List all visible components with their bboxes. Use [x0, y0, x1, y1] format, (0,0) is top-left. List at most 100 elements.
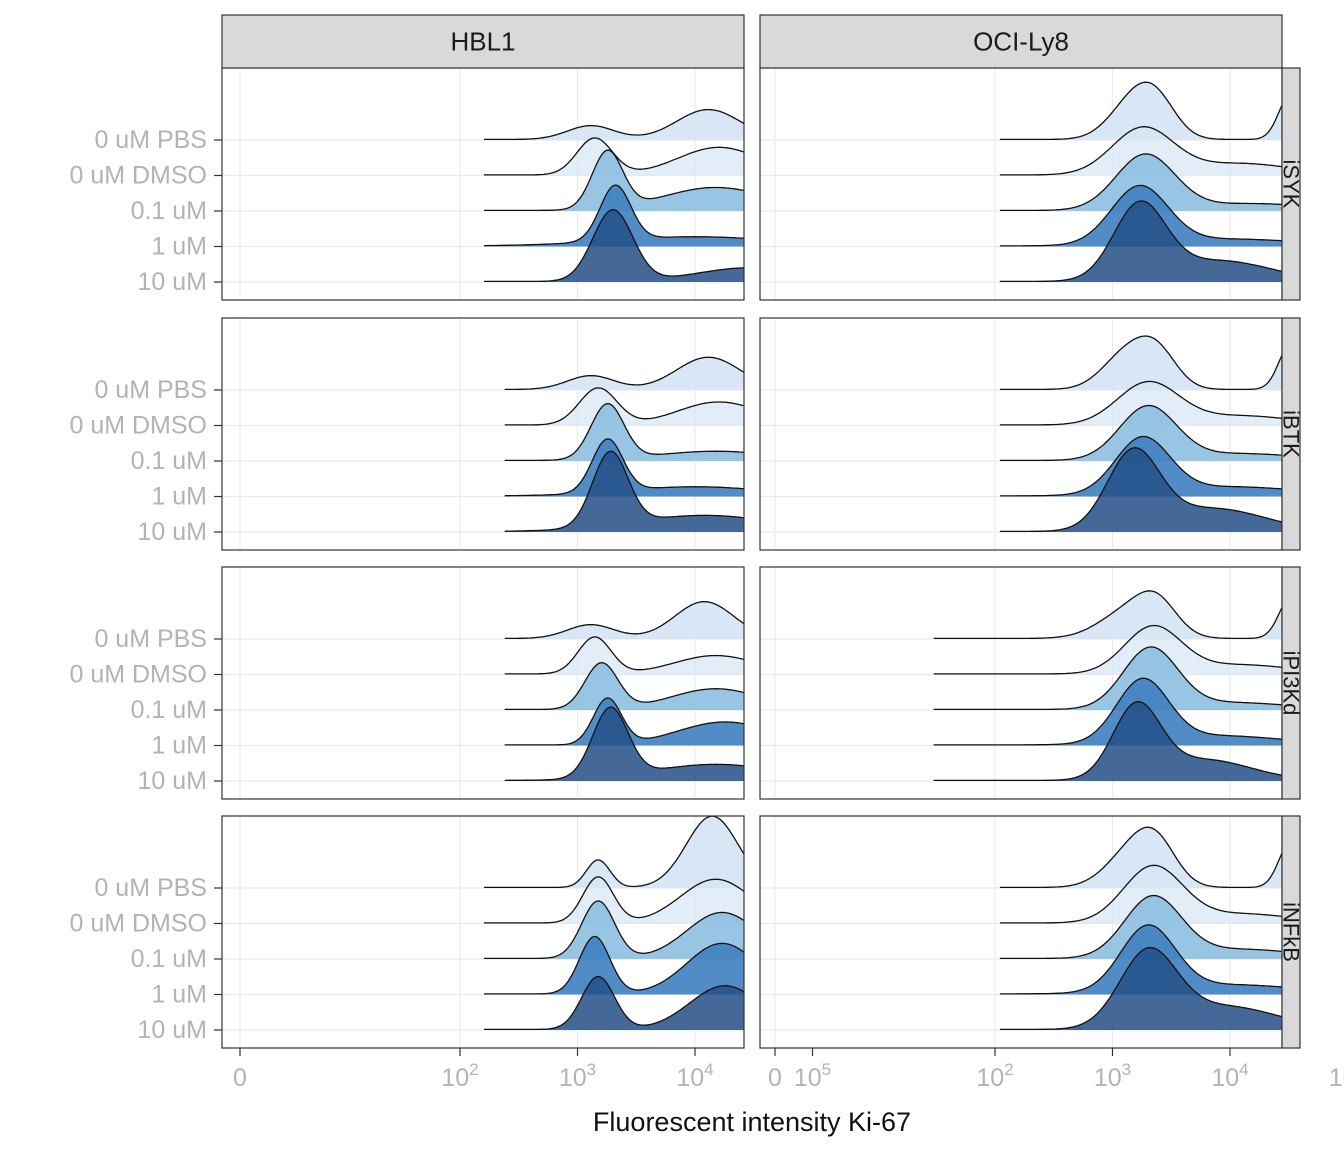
- ridges: [484, 816, 744, 1031]
- y-tick-label: 10 uM: [138, 268, 207, 296]
- ridge-0-1-um-line: [999, 894, 1282, 960]
- ridge-0-um-pbs-line: [484, 816, 744, 889]
- ridge-0-um-dmso-line: [484, 876, 744, 924]
- ridge-0-1-um-line: [484, 900, 744, 960]
- ridge-1-um-line: [999, 184, 1282, 247]
- panel-oci-ly8-ibtk: [759, 317, 1283, 551]
- ridge-0-um-pbs-line: [933, 590, 1282, 640]
- ridge-10-um-fill: [484, 976, 744, 1030]
- ridge-0-um-dmso-line: [933, 624, 1282, 675]
- strip-right-background: [1281, 317, 1301, 551]
- ridge-0-1-um-line: [504, 402, 744, 462]
- ridge-10-um-fill: [999, 947, 1282, 1030]
- x-tick-label: 105: [1329, 1060, 1344, 1092]
- ridge-10-um-fill: [999, 200, 1282, 282]
- strip-isyk: iSYK: [1279, 67, 1304, 301]
- ridge-0-um-pbs-fill: [999, 336, 1282, 390]
- x-tick-label: 0: [233, 1064, 247, 1092]
- panel-oci-ly8-ipi3kd: [759, 566, 1283, 800]
- strip-infkb: iNFkB: [1279, 815, 1304, 1049]
- ridge-0-um-pbs-line: [999, 81, 1282, 141]
- ridge-0-um-pbs-line: [484, 108, 744, 141]
- x-tick-exponent: 2: [469, 1060, 478, 1079]
- y-tick-label: 10 uM: [138, 767, 207, 795]
- ridges: [504, 356, 744, 532]
- x-tick-label: 102: [441, 1060, 478, 1092]
- ridge-10-um-line: [504, 450, 744, 532]
- ridge-0-1-um-fill: [484, 150, 744, 211]
- y-tick-label: 0.1 uM: [131, 696, 207, 724]
- ridge-0-um-dmso-line: [999, 126, 1282, 176]
- ridge-10-um-line: [999, 447, 1282, 533]
- ridge-1-um-line: [504, 438, 744, 497]
- ridge-0-1-um-line: [999, 404, 1282, 462]
- ridge-0-um-dmso-fill: [999, 381, 1282, 426]
- ridge-0-1-um-fill: [999, 153, 1282, 211]
- strip-top-background: [759, 14, 1283, 69]
- ridges: [484, 108, 744, 283]
- panel-oci-ly8-infkb: [759, 815, 1283, 1049]
- y-tick-label: 0.1 uM: [131, 447, 207, 475]
- ridge-10-um-line: [933, 700, 1282, 782]
- ridge-0-um-pbs-fill: [504, 601, 744, 639]
- y-tick-label: 0 uM PBS: [94, 126, 207, 154]
- panel-hbl1-isyk: [221, 67, 814, 301]
- strip-right-label: iPI3Kd: [1279, 651, 1304, 716]
- x-tick-label: 103: [559, 1060, 596, 1092]
- ridge-1-um-fill: [484, 936, 744, 995]
- panel-border: [221, 566, 745, 800]
- x-tick-label: 102: [976, 1060, 1013, 1092]
- panel-background: [222, 318, 744, 550]
- ridge-0-um-pbs-fill: [999, 82, 1282, 140]
- ridge-0-1-um-line: [504, 662, 744, 711]
- ridges: [933, 590, 1282, 782]
- ridge-0-um-pbs-fill: [933, 590, 1282, 639]
- ridge-10-um-line: [504, 706, 744, 782]
- ridge-0-um-dmso-fill: [999, 126, 1282, 176]
- strip-right-label: iSYK: [1279, 160, 1304, 209]
- ridge-0-1-um-fill: [484, 901, 744, 959]
- ridge-0-um-dmso-line: [999, 864, 1282, 924]
- panel-border: [221, 317, 745, 551]
- ridge-0-um-pbs-fill: [484, 109, 744, 140]
- x-tick-exponent: 2: [1004, 1060, 1013, 1079]
- ridge-0-um-dmso-line: [484, 137, 744, 176]
- y-tick-label: 0 uM PBS: [94, 376, 207, 404]
- strip-ibtk: iBTK: [1279, 317, 1304, 551]
- ridge-10-um-line: [484, 209, 744, 283]
- ridge-0-um-pbs-line: [504, 600, 744, 640]
- ridge-0-1-um-fill: [504, 662, 744, 710]
- ridge-1-um-line: [999, 435, 1282, 497]
- panel-oci-ly8-isyk: [759, 67, 1283, 301]
- ridge-0-1-um-fill: [504, 403, 744, 461]
- ridge-10-um-fill: [999, 447, 1282, 532]
- y-tick-label: 10 uM: [138, 518, 207, 546]
- y-tick-label: 0 uM DMSO: [69, 162, 207, 190]
- ridge-0-1-um-line: [999, 153, 1282, 212]
- ridge-10-um-fill: [504, 451, 744, 532]
- strip-right-background: [1281, 815, 1301, 1049]
- ridge-0-um-pbs-line: [999, 335, 1282, 391]
- ridge-1-um-fill: [504, 438, 744, 497]
- ridge-10-um-line: [999, 200, 1282, 283]
- y-tick-label: 0 uM PBS: [94, 625, 207, 653]
- ridge-1-um-line: [933, 677, 1282, 746]
- ridge-10-um-fill: [933, 701, 1282, 781]
- strip-top-label: HBL1: [450, 27, 515, 57]
- panel-border: [221, 815, 745, 1049]
- ridge-1-um-line: [504, 697, 744, 746]
- strip-ipi3kd: iPI3Kd: [1279, 566, 1304, 800]
- ridge-0-um-dmso-line: [504, 636, 744, 675]
- ridge-0-um-dmso-fill: [484, 876, 744, 924]
- x-tick-label: 104: [676, 1060, 713, 1092]
- ridge-0-1-um-line: [933, 646, 1282, 711]
- ridge-0-1-um-fill: [933, 646, 1282, 710]
- ridges: [999, 826, 1282, 1031]
- y-tick-label: 0 uM PBS: [94, 874, 207, 902]
- x-tick-label: 105: [794, 1060, 831, 1092]
- ridge-0-um-dmso-line: [999, 380, 1282, 426]
- strip-oci-ly8: OCI-Ly8: [759, 14, 1283, 69]
- ridge-0-um-pbs-line: [504, 356, 744, 391]
- panel-hbl1-infkb: [221, 815, 814, 1049]
